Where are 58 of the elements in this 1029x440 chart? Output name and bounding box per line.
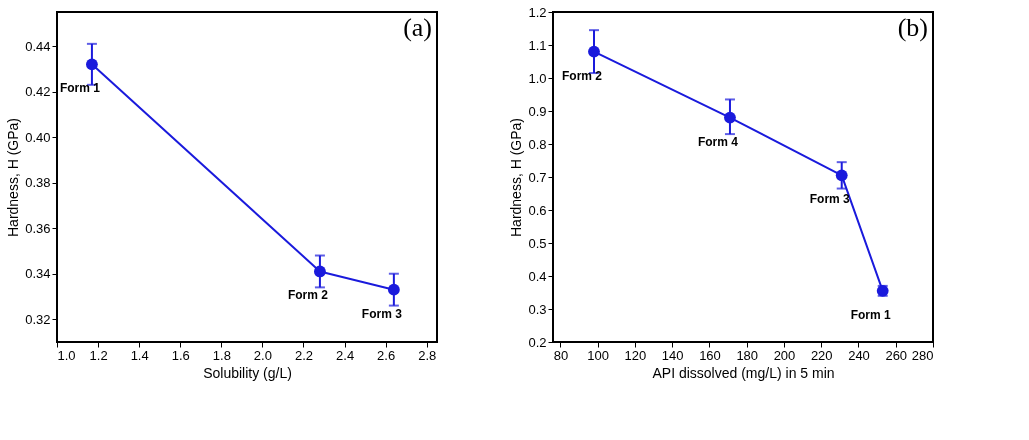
x-tick-label: 1.8 [212,347,231,363]
y-tick-label: 0.42 [25,84,51,100]
y-tick-label: 0.36 [25,220,51,236]
x-tick-label: 2.0 [253,347,272,363]
annotation: Form 2 [287,288,329,303]
point [588,45,600,58]
y-tick-label: 1.2 [528,4,547,20]
y-tick-label: 1.0 [528,70,547,86]
x-tick-label: 2.2 [294,347,314,363]
y-tick-label: 0.4 [528,268,547,284]
y-tick-label: 0.7 [528,169,547,185]
point [387,283,400,296]
annotation: Form 3 [361,306,403,321]
x-tick-label: 1.0 [57,347,76,363]
x-tick-label: 260 [885,347,908,363]
x-axis-title: Solubility (g/L) [203,364,292,381]
x-tick-label: 120 [624,347,647,363]
x-tick-label: 80 [553,347,569,363]
y-tick-label: 0.6 [528,202,547,218]
annotation: Form 3 [809,192,851,207]
x-tick-label: 280 [911,347,934,363]
x-tick-label: 1.2 [89,347,108,363]
y-tick-label: 0.34 [25,266,51,282]
chart-title: (b) [897,13,928,42]
y-tick-label: 0.2 [528,334,547,350]
x-axis-title: API dissolved (mg/L) in 5 min [652,364,835,381]
annotation: Form 2 [561,68,603,83]
x-tick-label: 160 [699,347,721,363]
x-tick-label: 2.8 [418,347,437,363]
y-tick-label: 0.40 [25,129,51,145]
annotation: Form 1 [850,307,892,322]
x-tick-label: 100 [587,347,610,363]
y-tick-label: 0.8 [528,136,547,152]
y-tick-label: 1.1 [528,37,547,53]
x-tick-label: 2.6 [377,347,396,363]
x-tick-label: 1.4 [130,347,149,363]
y-tick-label: 0.3 [528,301,547,317]
x-tick-label: 1.6 [171,347,190,363]
y-axis-title: Hardness, H (GPa) [508,117,525,238]
x-tick-label: 180 [736,347,759,363]
x-tick-label: 240 [848,347,870,363]
point [835,169,848,182]
chart-title: (a) [403,13,432,42]
x-tick-label: 140 [661,347,684,363]
x-tick-label: 2.4 [336,347,355,363]
y-axis-title: Hardness, H (GPa) [5,117,22,238]
point [86,58,98,71]
y-tick-label: 0.9 [528,103,547,119]
y-tick-label: 0.32 [25,311,51,327]
y-tick-label: 0.38 [25,175,51,191]
annotation: Form 4 [697,134,739,149]
point [724,111,736,124]
x-tick-label: 220 [810,347,833,363]
point [314,265,326,278]
annotation: Form 1 [59,81,101,96]
x-tick-label: 200 [773,347,796,363]
y-tick-label: 0.44 [25,38,51,54]
y-tick-label: 0.5 [528,235,547,251]
